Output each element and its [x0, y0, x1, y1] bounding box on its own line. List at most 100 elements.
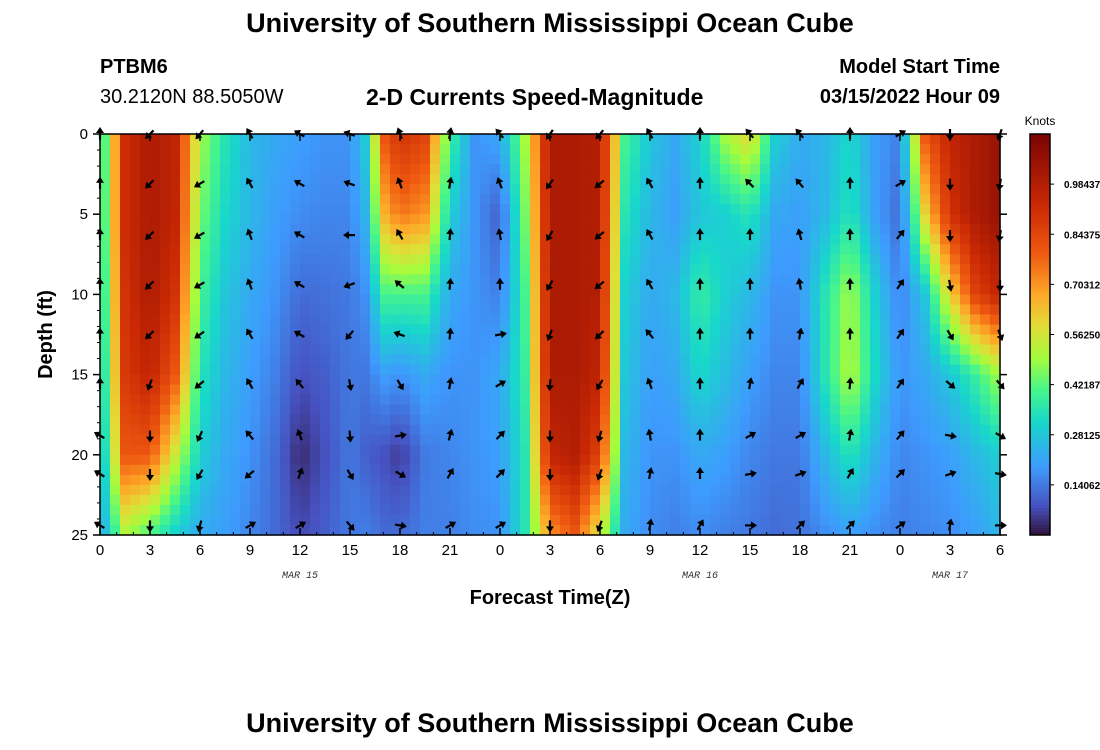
heatmap-cell [600, 214, 611, 225]
heatmap-cell [460, 264, 471, 275]
heatmap-cell [830, 134, 841, 145]
heatmap-cell [760, 444, 771, 456]
heatmap-cell [240, 164, 251, 175]
heatmap-cell [720, 294, 731, 306]
heatmap-cell [490, 224, 501, 235]
heatmap-cell [680, 504, 691, 516]
heatmap-cell [520, 384, 531, 396]
heatmap-cell [400, 144, 411, 155]
heatmap-cell [470, 444, 481, 456]
heatmap-cell [910, 424, 921, 436]
heatmap-cell [600, 474, 611, 486]
heatmap-cell [420, 144, 431, 155]
model-start-label: Model Start Time [839, 56, 1000, 78]
arrow-shaft [197, 231, 205, 238]
heatmap-cell [770, 384, 781, 396]
heatmap-cell [410, 514, 421, 526]
colorbar-segment [1030, 428, 1050, 432]
heatmap-cell [860, 504, 871, 516]
heatmap-cell [620, 294, 631, 306]
arrow-head [497, 469, 505, 477]
heatmap-cell [370, 474, 381, 486]
current-arrow [293, 130, 305, 138]
heatmap-cell [330, 384, 341, 396]
heatmap-cell [290, 334, 301, 346]
heatmap-cell [820, 194, 831, 205]
current-arrow [646, 278, 654, 290]
heatmap-cell [980, 304, 991, 316]
heatmap-cell [930, 454, 941, 466]
heatmap-cell [960, 254, 971, 265]
heatmap-cell [750, 474, 761, 486]
heatmap-cell [610, 284, 621, 296]
heatmap-cell [810, 294, 821, 306]
heatmap-cell [420, 284, 431, 296]
heatmap-cell [500, 334, 511, 346]
heatmap-cell [700, 444, 711, 456]
heatmap-cell [620, 134, 631, 145]
heatmap-cell [420, 464, 431, 476]
heatmap-cell [890, 154, 901, 165]
heatmap-cell [400, 504, 411, 516]
heatmap-cell [510, 254, 521, 265]
heatmap-cell [540, 454, 551, 466]
arrow-head [697, 519, 704, 527]
arrow-head [93, 521, 102, 529]
heatmap-cell [560, 264, 571, 275]
current-arrow [896, 279, 905, 290]
heatmap-cell [180, 514, 191, 526]
current-arrow [944, 469, 957, 478]
arrow-shaft [648, 181, 654, 189]
heatmap-cell [720, 374, 731, 386]
heatmap-cell [220, 364, 231, 376]
heatmap-cell [460, 134, 471, 145]
heatmap-cell [560, 444, 571, 456]
heatmap-cell [450, 254, 461, 265]
x-tick-label: 3 [946, 542, 954, 559]
heatmap-cell [640, 404, 651, 416]
heatmap-cell [560, 194, 571, 205]
heatmap-cell [200, 444, 211, 456]
heatmap-cell [830, 424, 841, 436]
heatmap-cell [110, 464, 121, 476]
colorbar-segment [1030, 150, 1050, 155]
heatmap-cell [730, 494, 741, 506]
heatmap-cell [380, 514, 391, 526]
heatmap-cell [190, 404, 201, 416]
heatmap-cell [450, 324, 461, 336]
heatmap-cell [410, 524, 421, 536]
heatmap-cell [130, 434, 141, 446]
heatmap-cell [530, 274, 541, 285]
heatmap-cell [720, 234, 731, 245]
x-tick-label: 6 [196, 542, 204, 559]
heatmap-cell [990, 384, 1001, 396]
heatmap-cell [680, 274, 691, 285]
heatmap-cell [700, 404, 711, 416]
heatmap-cell [650, 504, 661, 516]
heatmap-cell [660, 374, 671, 386]
heatmap-cell [160, 294, 171, 306]
heatmap-cell [440, 284, 451, 296]
heatmap-cell [950, 274, 961, 285]
heatmap-cell [130, 494, 141, 506]
heatmap-cell [340, 504, 351, 516]
heatmap-cell [160, 354, 171, 366]
colorbar-segment [1030, 408, 1050, 412]
heatmap-cell [680, 234, 691, 245]
heatmap-cell [670, 314, 681, 326]
heatmap-cell [680, 424, 691, 436]
current-arrow [796, 327, 805, 340]
heatmap-cell [350, 244, 361, 255]
heatmap-cell [410, 274, 421, 285]
heatmap-cell [510, 134, 521, 145]
heatmap-cell [560, 214, 571, 225]
heatmap-cell [890, 254, 901, 265]
heatmap-cell [570, 434, 581, 446]
heatmap-cell [810, 524, 821, 536]
heatmap-cell [760, 134, 771, 145]
heatmap-cell [980, 134, 991, 145]
arrow-head [898, 521, 906, 529]
heatmap-cell [460, 484, 471, 496]
heatmap-cell [220, 264, 231, 275]
heatmap-cell [110, 354, 121, 366]
